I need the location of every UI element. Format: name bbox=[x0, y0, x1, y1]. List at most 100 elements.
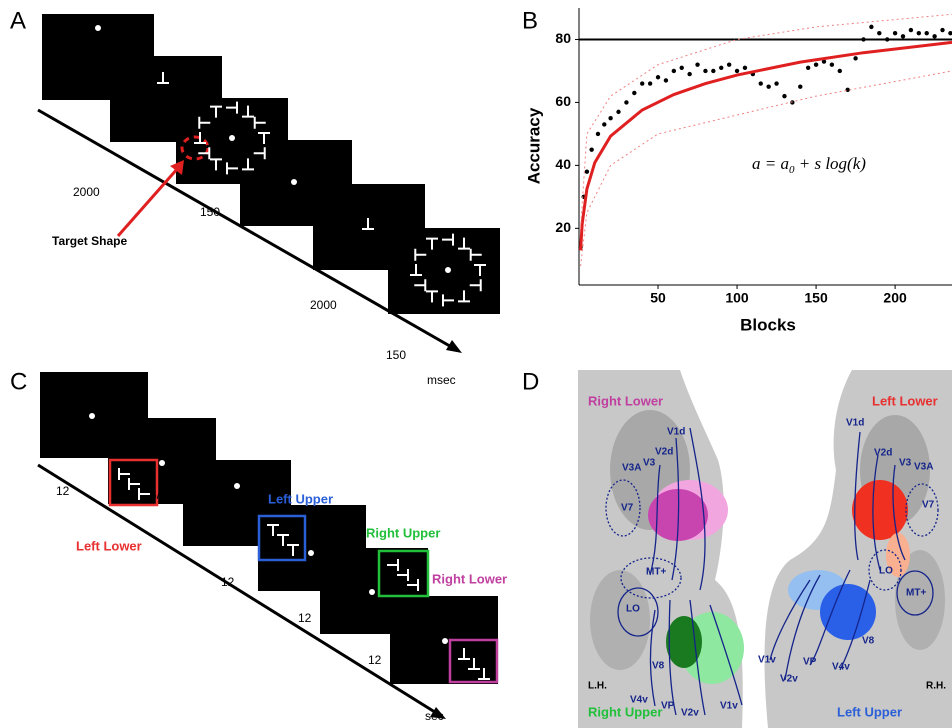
fit-line bbox=[581, 42, 952, 250]
data-point bbox=[608, 116, 612, 120]
hemisphere-label: L.H. bbox=[588, 681, 607, 692]
area-label: LO bbox=[879, 566, 893, 577]
area-label: V2v bbox=[681, 708, 699, 719]
data-point bbox=[589, 147, 593, 151]
data-point bbox=[766, 84, 770, 88]
fit-line bbox=[581, 14, 952, 228]
data-point bbox=[814, 62, 818, 66]
data-point bbox=[664, 78, 668, 82]
area-label: V4v bbox=[832, 662, 850, 673]
data-point bbox=[596, 132, 600, 136]
area-label: V3A bbox=[914, 462, 933, 473]
time-label: 12 bbox=[221, 575, 235, 589]
data-point bbox=[672, 69, 676, 73]
panel-a-frames bbox=[38, 14, 500, 353]
area-label: VP bbox=[661, 701, 675, 712]
data-point bbox=[893, 31, 897, 35]
area-label: V7 bbox=[621, 503, 634, 514]
data-point bbox=[940, 28, 944, 32]
data-point bbox=[774, 81, 778, 85]
data-point bbox=[869, 25, 873, 29]
condition-label: Right Upper bbox=[588, 704, 662, 719]
data-point bbox=[806, 66, 810, 70]
panel-letter: C bbox=[10, 368, 27, 395]
equation: a = a0 + s log(k) bbox=[752, 154, 866, 176]
data-point bbox=[632, 91, 636, 95]
data-point bbox=[585, 169, 589, 173]
time-label: 6/8/10 bbox=[150, 488, 184, 502]
area-label: V1d bbox=[846, 418, 864, 429]
condition-label: Right Lower bbox=[432, 571, 507, 586]
time-label: 2000 bbox=[73, 185, 100, 199]
panel-letter: A bbox=[10, 7, 26, 34]
data-point bbox=[845, 88, 849, 92]
data-point bbox=[853, 56, 857, 60]
data-point bbox=[759, 81, 763, 85]
time-label: 12 bbox=[298, 611, 312, 625]
y-tick-label: 80 bbox=[555, 30, 571, 46]
data-point bbox=[711, 69, 715, 73]
area-label: V4v bbox=[630, 695, 648, 706]
unit-label: msec bbox=[427, 373, 456, 387]
data-point bbox=[624, 100, 628, 104]
condition-label: Left Lower bbox=[872, 393, 938, 408]
data-point bbox=[798, 84, 802, 88]
flatmap bbox=[578, 370, 952, 728]
data-point bbox=[877, 31, 881, 35]
data-point bbox=[695, 62, 699, 66]
x-tick-label: 50 bbox=[650, 290, 666, 306]
condition-label: Right Lower bbox=[588, 393, 663, 408]
area-label: V1v bbox=[720, 701, 738, 712]
x-tick-label: 150 bbox=[804, 290, 828, 306]
equation-part: a = a bbox=[752, 154, 789, 173]
area-label: MT+ bbox=[646, 567, 666, 578]
data-point bbox=[909, 28, 913, 32]
figure: A 2000 150 2000 150 msec Target Shape B … bbox=[0, 0, 952, 728]
area-label: VP bbox=[803, 657, 817, 668]
data-point bbox=[830, 62, 834, 66]
area-label: V8 bbox=[652, 661, 665, 672]
data-point bbox=[925, 31, 929, 35]
data-point bbox=[687, 72, 691, 76]
target-label: Target Shape bbox=[52, 234, 127, 248]
unit-label: sec bbox=[425, 709, 444, 723]
area-label: V2v bbox=[780, 674, 798, 685]
data-point bbox=[861, 37, 865, 41]
area-label: V3A bbox=[622, 463, 641, 474]
y-tick-label: 40 bbox=[555, 156, 571, 172]
data-point bbox=[917, 31, 921, 35]
time-label: 150 bbox=[200, 205, 220, 219]
data-point bbox=[602, 122, 606, 126]
area-label: MT+ bbox=[906, 588, 926, 599]
area-label: V8 bbox=[862, 636, 875, 647]
time-label: 12 bbox=[56, 484, 70, 498]
data-point bbox=[948, 31, 952, 35]
area-label: V1v bbox=[758, 655, 776, 666]
data-point bbox=[616, 110, 620, 114]
time-label: 150 bbox=[386, 348, 406, 362]
area-label: V2d bbox=[655, 447, 673, 458]
y-axis-label: Accuracy bbox=[524, 107, 543, 184]
data-point bbox=[656, 75, 660, 79]
data-point bbox=[838, 69, 842, 73]
area-label: V1d bbox=[667, 427, 685, 438]
time-label: 2000 bbox=[310, 298, 337, 312]
data-point bbox=[782, 94, 786, 98]
condition-label: Left Upper bbox=[268, 491, 333, 506]
condition-label: Left Upper bbox=[837, 704, 902, 719]
hemisphere-label: R.H. bbox=[926, 681, 946, 692]
x-tick-label: 200 bbox=[883, 290, 907, 306]
area-label: V3 bbox=[643, 458, 656, 469]
data-point bbox=[743, 66, 747, 70]
data-point bbox=[640, 81, 644, 85]
condition-label: Left Lower bbox=[76, 538, 142, 553]
data-point bbox=[735, 69, 739, 73]
panel-letter: B bbox=[522, 7, 538, 34]
equation-part: + s log(k) bbox=[794, 154, 866, 173]
data-point bbox=[703, 69, 707, 73]
data-point bbox=[727, 62, 731, 66]
y-tick-label: 60 bbox=[555, 93, 571, 109]
area-label: V3 bbox=[899, 458, 912, 469]
data-point bbox=[932, 34, 936, 38]
condition-label: Right Upper bbox=[366, 525, 440, 540]
